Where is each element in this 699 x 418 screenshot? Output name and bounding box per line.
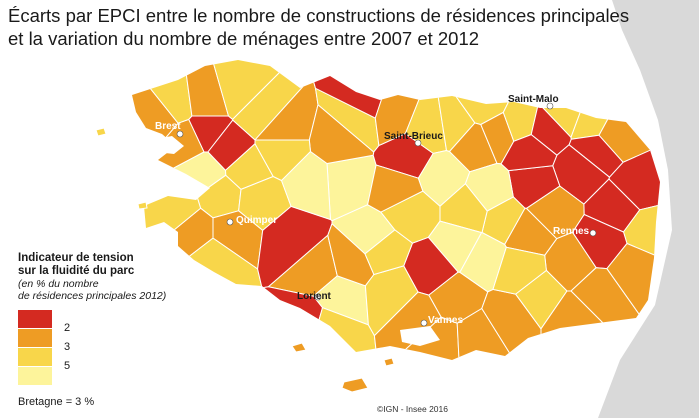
epci-area	[254, 139, 312, 182]
neighbouring-region	[598, 0, 699, 418]
city-dot-lorient	[314, 293, 322, 301]
source-credit: ©IGN - Insee 2016	[377, 404, 448, 414]
legend-swatch-yellow	[18, 348, 52, 366]
belle-ile-island	[341, 377, 369, 393]
rade-de-brest	[150, 136, 184, 154]
city-dot-rennes	[589, 229, 597, 237]
legend-swatch-red	[18, 310, 52, 328]
legend-title-line-2: sur la fluidité du parc	[18, 265, 135, 277]
epci-area	[492, 246, 547, 295]
city-label-saint-brieuc: Saint-Brieuc	[384, 131, 443, 142]
legend-break-3: 3	[64, 341, 71, 353]
legend-subtitle-line-2: de résidences principales 2012)	[18, 290, 167, 302]
golfe-du-morbihan	[400, 326, 440, 346]
islands-layer	[95, 127, 440, 393]
legend-break-5: 5	[64, 360, 71, 372]
city-dot-saint-malo	[546, 102, 554, 110]
houat-island	[383, 357, 395, 367]
legend-swatch-pale	[18, 367, 52, 385]
regional-average-note: Bretagne = 3 %	[18, 396, 95, 408]
city-dot-vannes	[420, 319, 428, 327]
ouessant-island	[95, 127, 107, 137]
city-dot-saint-brieuc	[414, 139, 422, 147]
groix-island	[291, 342, 307, 353]
legend-swatch-orange	[18, 329, 52, 347]
sein-island	[137, 201, 148, 210]
city-dot-brest	[176, 130, 184, 138]
map-title: Écarts par EPCI entre le nombre de const…	[8, 4, 629, 50]
city-label-vannes: Vannes	[428, 315, 464, 326]
city-label-quimper: Quimper	[236, 215, 278, 226]
neighbouring-region-layer	[598, 0, 699, 418]
city-dots-layer	[176, 102, 597, 327]
city-label-lorient: Lorient	[297, 291, 331, 302]
epci-area	[608, 127, 660, 211]
city-label-brest: Brest	[155, 121, 181, 132]
city-dot-quimper	[226, 218, 234, 226]
city-label-rennes: Rennes	[553, 226, 590, 237]
epci-area	[459, 231, 507, 293]
epci-area	[500, 134, 558, 172]
map-title-line-2: et la variation du nombre de ménages ent…	[8, 28, 480, 49]
epci-area	[367, 164, 424, 213]
city-label-saint-malo: Saint-Malo	[508, 94, 559, 105]
legend-subtitle-line-1: (en % du nombre	[18, 278, 99, 290]
legend-break-2: 2	[64, 322, 71, 334]
map-title-line-1: Écarts par EPCI entre le nombre de const…	[8, 5, 630, 26]
legend-swatches: 2 3 5	[18, 310, 188, 388]
legend-title-line-1: Indicateur de tension	[18, 252, 134, 264]
legend: Indicateur de tension sur la fluidité du…	[18, 252, 188, 388]
